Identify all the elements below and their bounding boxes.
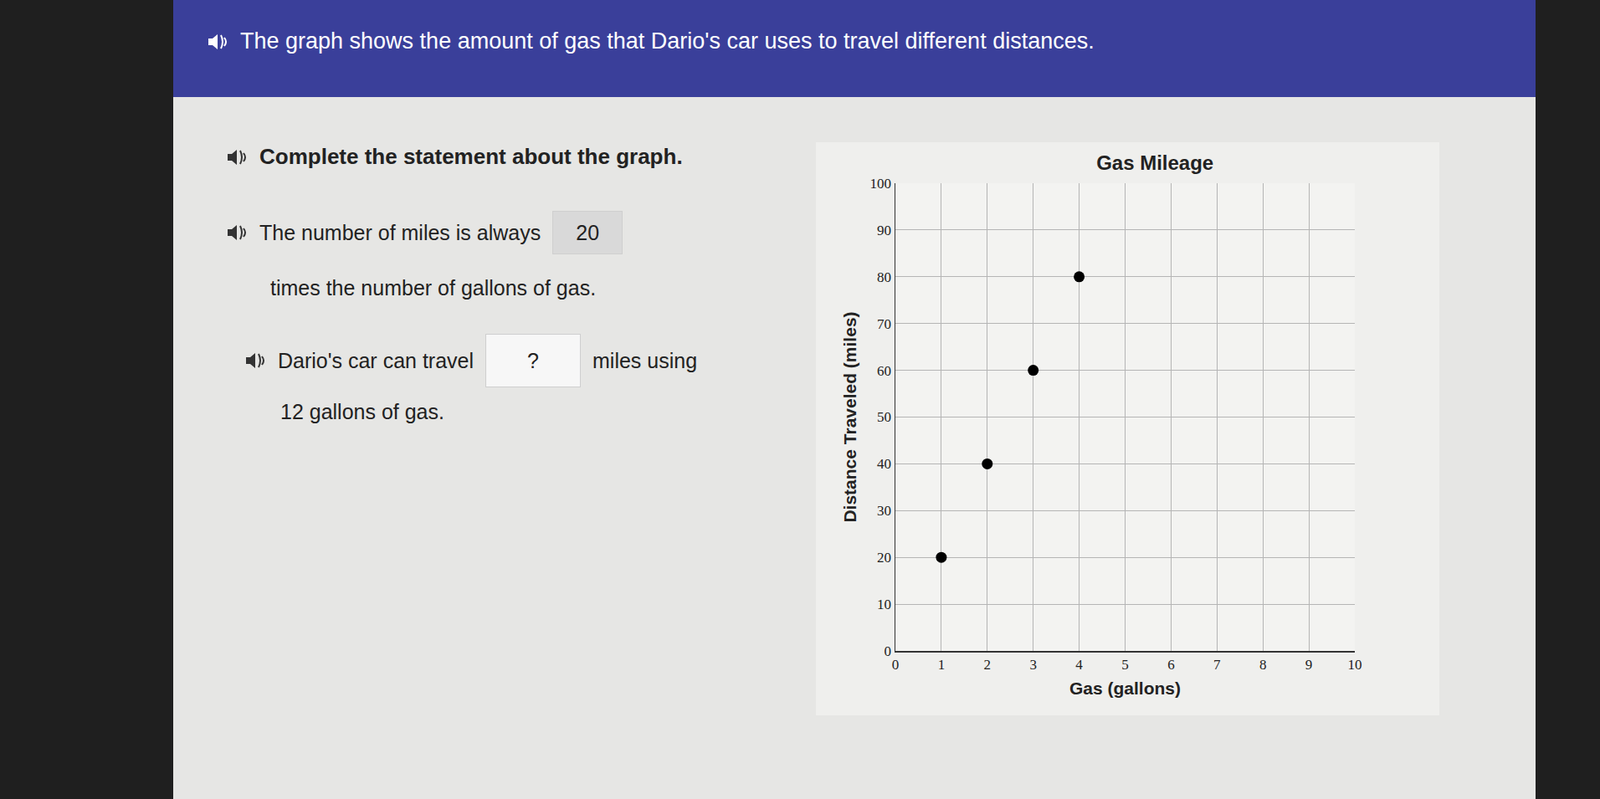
svg-text:60: 60 (876, 363, 892, 380)
svg-text:9: 9 (1305, 656, 1313, 673)
svg-text:90: 90 (876, 222, 892, 239)
svg-text:Gas Mileage: Gas Mileage (1096, 151, 1214, 175)
svg-text:5: 5 (1121, 656, 1129, 673)
html-text:The number of miles is always: The number of miles is always (259, 220, 541, 244)
svg-text:4: 4 (1075, 656, 1083, 673)
svg-text:100: 100 (870, 175, 893, 192)
svg-text:20: 20 (876, 549, 892, 566)
svg-text:10: 10 (1348, 656, 1363, 673)
svg-text:80: 80 (876, 269, 892, 286)
svg-text:70: 70 (876, 316, 892, 333)
svg-text:2: 2 (984, 656, 992, 673)
svg-text:1: 1 (938, 656, 946, 673)
svg-text:7: 7 (1213, 656, 1221, 673)
svg-text:30: 30 (876, 502, 892, 519)
svg-text:0: 0 (884, 643, 893, 660)
svg-text:Gas (gallons): Gas (gallons) (1069, 678, 1181, 698)
svg-text:3: 3 (1029, 656, 1037, 673)
svg-text:0: 0 (892, 656, 900, 673)
svg-text:50: 50 (876, 409, 892, 426)
svg-text:10: 10 (876, 596, 892, 613)
svg-text:6: 6 (1167, 656, 1175, 673)
svg-text:Distance Traveled (miles): Distance Traveled (miles) (840, 311, 860, 523)
html-text:miles using: miles using (592, 348, 698, 372)
html-text:Dario's car can travel: Dario's car can travel (277, 348, 474, 372)
html-text:times the number of gallons of: times the number of gallons of gas. (270, 276, 596, 300)
html-text:Complete the statement about t: Complete the statement about the graph. (259, 143, 683, 170)
html-text:The graph shows the amount of: The graph shows the amount of gas that D… (240, 28, 1095, 54)
svg-text:8: 8 (1259, 656, 1267, 673)
html-text:20: 20 (575, 220, 600, 244)
svg-text:40: 40 (876, 456, 892, 472)
html-text:12 gallons of gas.: 12 gallons of gas. (280, 400, 445, 424)
